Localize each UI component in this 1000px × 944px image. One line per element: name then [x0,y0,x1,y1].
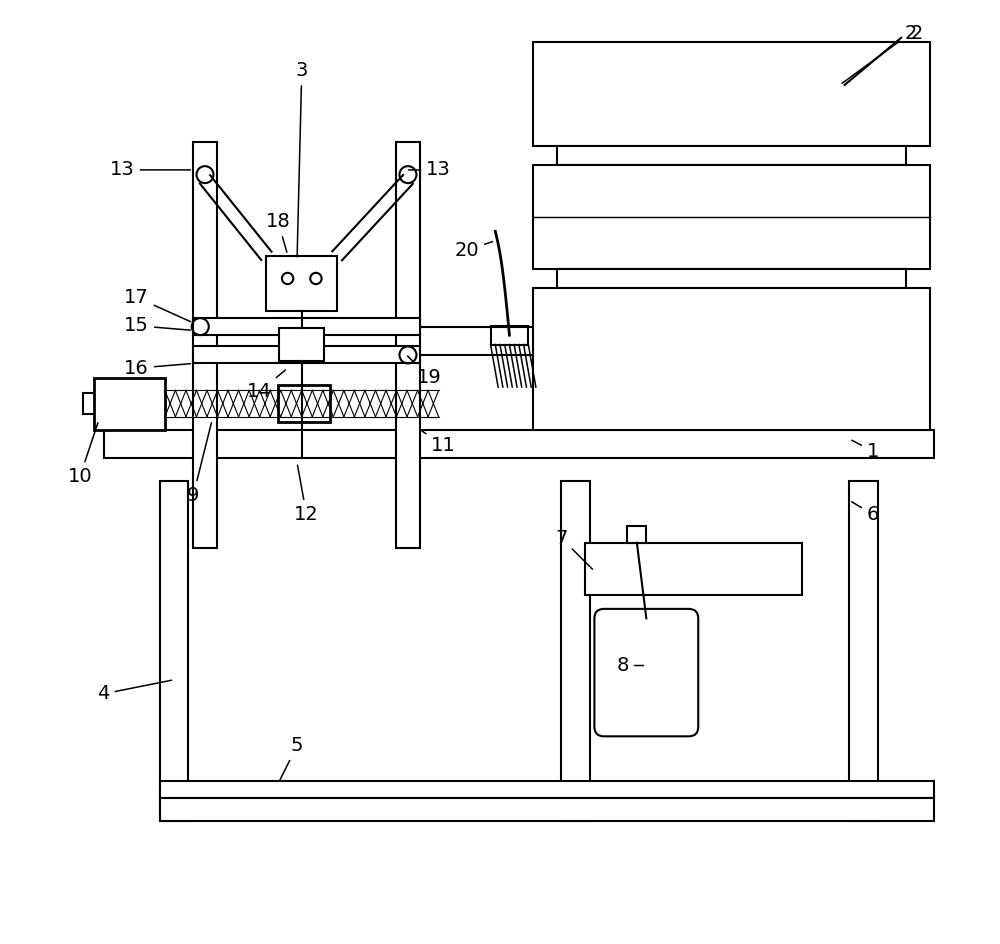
Text: 17: 17 [124,288,191,322]
Bar [533,42,930,146]
Text: 6: 6 [852,502,879,524]
Bar [533,165,930,269]
Text: 11: 11 [422,431,456,455]
Bar [585,543,802,595]
Bar [193,142,217,548]
Text: 13: 13 [408,160,451,179]
Text: 7: 7 [555,529,592,569]
Text: 14: 14 [247,370,285,401]
Text: 18: 18 [266,212,291,252]
Text: 1: 1 [852,440,879,461]
Text: 2: 2 [842,24,917,83]
Bar [193,346,420,363]
Bar [94,378,165,430]
Bar [160,798,934,821]
Text: 20: 20 [455,241,493,260]
Text: 5: 5 [279,736,303,781]
Bar [266,256,337,311]
Text: 13: 13 [110,160,190,179]
Text: 12: 12 [294,465,319,524]
Text: 19: 19 [408,356,442,387]
Bar [557,146,906,165]
Bar [193,318,420,335]
Bar [627,526,646,543]
Text: 9: 9 [187,423,211,505]
Bar [533,288,930,430]
Bar [849,481,878,821]
Text: 15: 15 [124,316,190,335]
Bar [557,269,906,288]
Bar [160,481,188,821]
Bar [104,430,934,458]
Text: 16: 16 [124,359,190,378]
Bar [279,328,324,361]
Bar [278,385,330,423]
FancyBboxPatch shape [594,609,698,736]
Bar [491,326,528,345]
Bar [396,142,420,548]
Bar [561,481,590,821]
Text: 3: 3 [296,61,308,257]
Text: 10: 10 [68,423,98,486]
Bar [160,781,934,798]
Text: 4: 4 [97,681,172,703]
Text: 2: 2 [911,24,923,42]
Text: 8: 8 [617,656,644,675]
